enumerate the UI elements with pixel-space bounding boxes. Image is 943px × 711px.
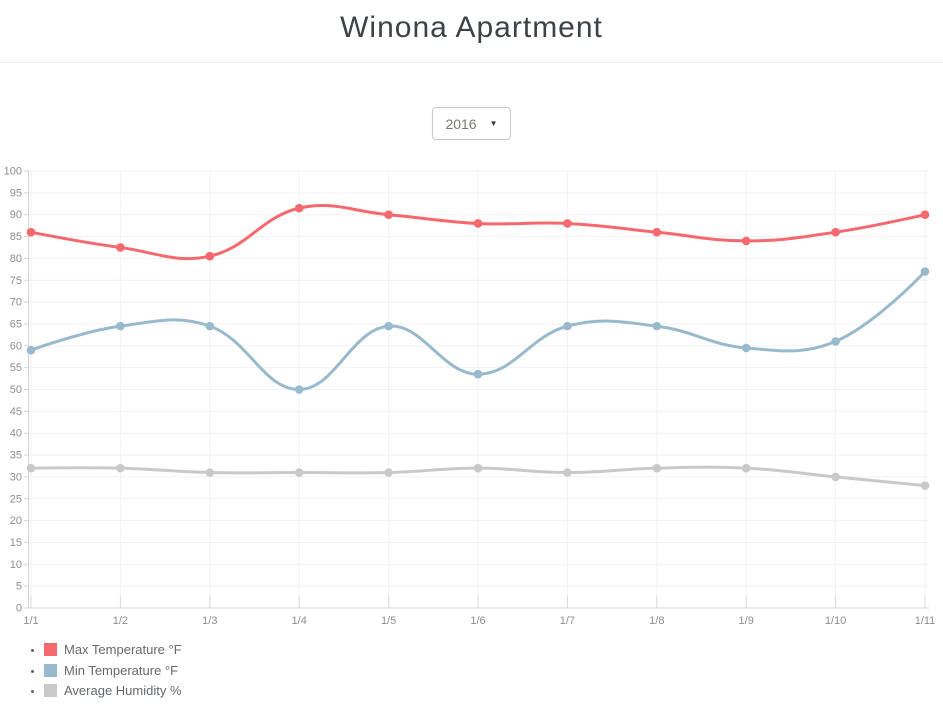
- y-axis-label: 65: [10, 318, 22, 330]
- y-axis-label: 35: [10, 450, 22, 462]
- temperature-chart: 0 5 10 15 20 25 30 35 40 45 50 55 60 65 70 75 80 85 90 95 10…: [4, 166, 936, 628]
- chevron-down-icon: ▼: [489, 118, 498, 128]
- data-point: [652, 321, 662, 331]
- y-axis-label: 95: [10, 187, 22, 199]
- x-axis-label: 1/6: [470, 615, 485, 627]
- y-axis-label: 90: [10, 209, 22, 221]
- y-axis-label: 15: [10, 537, 22, 549]
- controls-row: 2016 ▼: [0, 107, 943, 140]
- data-point: [26, 227, 36, 237]
- legend-item-1: Min Temperature °F: [44, 661, 943, 682]
- y-axis-label: 50: [10, 384, 22, 396]
- year-select-value: 2016: [445, 115, 477, 132]
- data-point: [831, 337, 840, 346]
- data-point: [741, 343, 751, 353]
- y-axis-label: 70: [10, 297, 22, 309]
- chart-legend: Max Temperature °F Min Temperature °F Aver…: [30, 640, 943, 702]
- data-point: [473, 219, 483, 228]
- y-axis-label: 55: [10, 362, 22, 374]
- data-point: [205, 468, 215, 477]
- data-point: [384, 468, 393, 477]
- y-axis-label: 20: [10, 515, 22, 527]
- axis-labels: 0 5 10 15 20 25 30 35 40 45 50 55 60 65 70 75 80 85 90 95 10…: [4, 166, 936, 628]
- legend-swatch-icon: [44, 663, 57, 677]
- data-point: [831, 227, 840, 237]
- y-axis-label: 5: [16, 581, 22, 593]
- x-axis-label: 1/1: [23, 615, 38, 627]
- y-axis-label: 45: [10, 406, 22, 418]
- y-axis-label: 40: [10, 428, 22, 440]
- legend-label: Average Humidity %: [64, 683, 182, 698]
- data-point: [563, 321, 572, 331]
- data-point: [205, 321, 215, 331]
- series-group: [26, 203, 930, 490]
- data-point: [831, 472, 840, 482]
- y-axis-label: 0: [16, 603, 22, 615]
- data-point: [205, 251, 215, 261]
- data-point: [116, 321, 125, 331]
- data-point: [920, 210, 930, 219]
- data-point: [563, 468, 572, 477]
- x-axis-label: 1/11: [915, 615, 936, 627]
- y-axis-label: 10: [10, 559, 22, 571]
- data-point: [294, 468, 304, 477]
- x-axis-label: 1/10: [825, 615, 846, 627]
- x-axis-label: 1/7: [560, 615, 575, 627]
- axis-lines: [28, 171, 929, 609]
- x-axis-label: 1/2: [113, 615, 128, 627]
- data-point: [741, 463, 751, 473]
- data-point: [473, 463, 483, 473]
- x-axis-label: 1/5: [381, 615, 396, 627]
- series-line-1: [29, 270, 927, 391]
- data-point: [294, 385, 304, 394]
- page-header: Winona Apartment: [0, 0, 943, 63]
- x-axis-label: 1/3: [202, 615, 217, 627]
- page-title: Winona Apartment: [340, 11, 603, 44]
- data-point: [384, 210, 393, 219]
- data-point: [473, 369, 483, 379]
- y-axis-label: 30: [10, 471, 22, 483]
- x-axis-label: 1/8: [649, 615, 664, 627]
- data-point: [563, 219, 572, 228]
- x-axis-label: 1/9: [739, 615, 754, 627]
- legend-swatch-icon: [44, 684, 57, 697]
- data-point: [26, 345, 36, 355]
- y-axis-label: 85: [10, 231, 22, 243]
- data-point: [384, 321, 393, 331]
- data-point: [920, 481, 930, 490]
- data-point: [294, 203, 304, 213]
- legend-item-0: Max Temperature °F: [44, 640, 943, 661]
- y-axis-label: 75: [10, 275, 22, 287]
- legend-swatch-icon: [44, 643, 57, 656]
- legend-item-2: Average Humidity %: [44, 681, 943, 702]
- x-axis-label: 1/4: [292, 615, 307, 627]
- data-point: [116, 463, 125, 473]
- grid-lines: [24, 170, 929, 609]
- data-point: [652, 463, 662, 473]
- data-point: [652, 227, 662, 237]
- y-axis-label: 80: [10, 253, 22, 265]
- y-axis-label: 100: [4, 166, 22, 178]
- data-point: [26, 463, 36, 473]
- data-point: [920, 267, 930, 276]
- y-axis-label: 25: [10, 493, 22, 505]
- data-point: [116, 243, 125, 252]
- legend-label: Max Temperature °F: [64, 642, 182, 657]
- year-select[interactable]: 2016 ▼: [432, 107, 511, 140]
- y-axis-label: 60: [10, 340, 22, 352]
- data-point: [741, 236, 751, 246]
- legend-label: Min Temperature °F: [64, 662, 179, 678]
